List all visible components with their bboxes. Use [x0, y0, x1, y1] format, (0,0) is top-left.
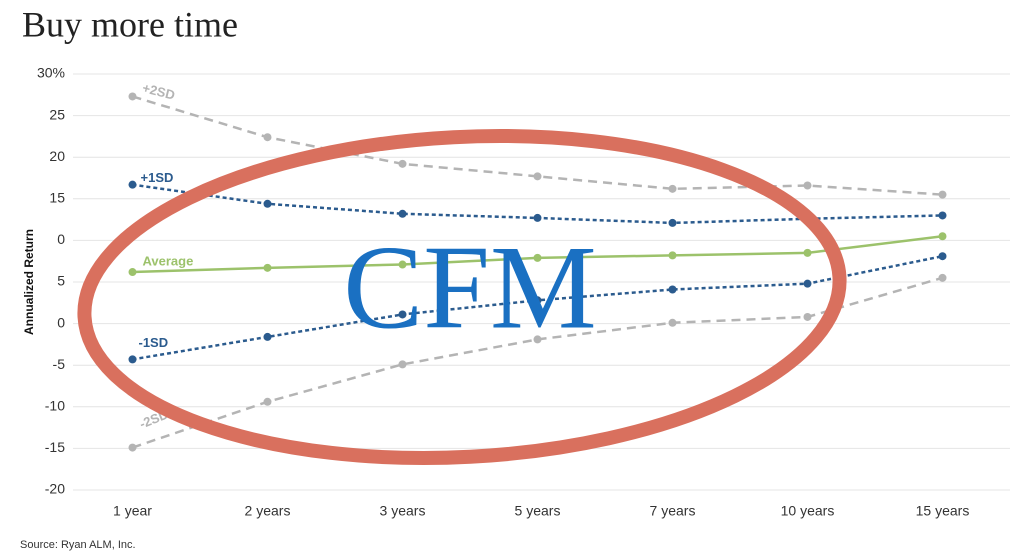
series-label: Average	[143, 253, 194, 268]
source: Source: Ryan ALM, Inc.	[20, 539, 136, 551]
overlay-ellipse	[77, 128, 847, 466]
point	[938, 252, 947, 261]
point	[803, 248, 812, 257]
point	[668, 184, 677, 193]
point	[938, 190, 947, 199]
point	[128, 92, 137, 101]
chart-title: Buy more time	[22, 4, 238, 44]
x-tick-label: 5 years	[515, 503, 561, 519]
series-label: -1SD	[139, 335, 169, 350]
y-tick-label: -10	[45, 398, 65, 414]
point	[263, 199, 272, 208]
y-tick-label: 30%	[37, 65, 65, 81]
point	[668, 218, 677, 227]
point	[803, 279, 812, 288]
plot-area: -20 -15 -10 -5 0 5 0 15 20 25 30% 1 year 2 years 3 ye…	[37, 65, 1010, 519]
x-tick-label: 2 years	[245, 503, 291, 519]
y-tick-label: 0	[57, 314, 65, 330]
x-tick-label: 3 years	[380, 503, 426, 519]
point	[668, 318, 677, 327]
x-tick-label: 15 years	[916, 503, 970, 519]
point	[398, 260, 407, 269]
point	[803, 312, 812, 321]
y-tick-label: 25	[49, 106, 65, 122]
point	[398, 159, 407, 168]
point	[938, 211, 947, 220]
point	[938, 273, 947, 282]
point	[128, 355, 137, 364]
point	[263, 397, 272, 406]
watermark: CFM	[343, 221, 596, 354]
point	[128, 180, 137, 189]
series-label: +1SD	[141, 170, 174, 185]
point	[398, 209, 407, 218]
y-axis-label: Annualized Return	[22, 229, 36, 335]
x-tick-label: 10 years	[781, 503, 835, 519]
y-tick-label: 15	[49, 190, 65, 206]
point	[668, 251, 677, 260]
y-tick-label: -5	[53, 356, 66, 372]
x-tick-label: 7 years	[650, 503, 696, 519]
y-tick-label: 5	[57, 273, 65, 289]
point	[128, 268, 137, 277]
point	[263, 133, 272, 142]
point	[398, 360, 407, 369]
point	[533, 253, 542, 262]
point	[533, 335, 542, 344]
point	[263, 263, 272, 272]
point	[668, 285, 677, 294]
point	[533, 213, 542, 222]
y-tick-label: 0	[57, 231, 65, 247]
point	[938, 232, 947, 241]
point	[128, 443, 137, 452]
point	[533, 296, 542, 305]
x-tick-label: 1 year	[113, 503, 152, 519]
y-tick-label: -20	[45, 481, 65, 497]
y-tick-label: 20	[49, 148, 65, 164]
point	[803, 181, 812, 190]
y-tick-label: -15	[45, 439, 65, 455]
series-label: +2SD	[141, 80, 177, 103]
point	[263, 332, 272, 341]
point	[533, 172, 542, 181]
point	[398, 310, 407, 319]
